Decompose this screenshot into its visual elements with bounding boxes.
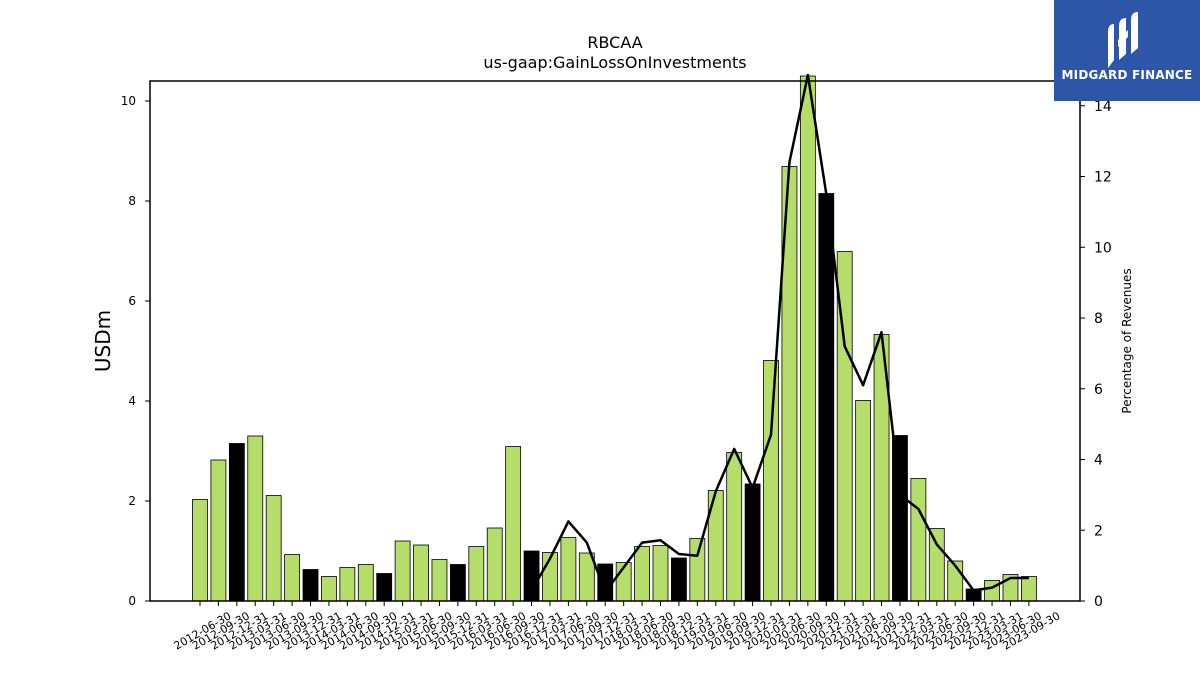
y-tick-label: 10 bbox=[121, 94, 136, 108]
bar bbox=[431, 559, 448, 602]
bar bbox=[671, 557, 687, 602]
y2-tick-label: 0 bbox=[1094, 594, 1103, 610]
bar bbox=[321, 576, 337, 602]
bar bbox=[523, 550, 540, 602]
y-tick-label: 0 bbox=[128, 594, 136, 608]
logo-mark-icon bbox=[1108, 12, 1138, 68]
bar bbox=[265, 495, 282, 602]
bar bbox=[892, 435, 908, 602]
y2-tick-label: 8 bbox=[1094, 311, 1103, 327]
bar bbox=[192, 499, 208, 602]
bar bbox=[486, 527, 503, 602]
y-tick-label: 4 bbox=[128, 394, 136, 408]
bar bbox=[394, 540, 411, 602]
bar bbox=[855, 400, 872, 602]
bar bbox=[799, 75, 816, 602]
chart-subtitle: us-gaap:GainLossOnInvestments bbox=[483, 53, 746, 72]
bar bbox=[302, 569, 319, 602]
y-axis-label: USDm bbox=[91, 310, 115, 372]
logo-text: MIDGARD FINANCE bbox=[1061, 68, 1193, 82]
y-tick-label: 8 bbox=[128, 194, 136, 208]
bar bbox=[210, 459, 227, 602]
bar bbox=[468, 546, 485, 602]
bar bbox=[560, 537, 577, 602]
percentage-line bbox=[530, 73, 1029, 594]
y2-axis-label: Percentage of Revenues bbox=[1120, 268, 1134, 413]
bar bbox=[910, 478, 927, 602]
bar bbox=[634, 546, 650, 602]
y2-ticks-group: 0 2 4 6 8 10 12 14 bbox=[1080, 99, 1112, 610]
bar bbox=[689, 538, 706, 602]
y2-tick-label: 12 bbox=[1094, 170, 1112, 186]
chart-title: RBCAA bbox=[587, 33, 642, 52]
bar bbox=[339, 567, 356, 602]
y2-tick-label: 6 bbox=[1094, 382, 1103, 398]
axes-group bbox=[149, 80, 1081, 602]
y-tick-label: 6 bbox=[128, 294, 136, 308]
y-tick-label: 2 bbox=[128, 494, 136, 508]
plot-frame bbox=[149, 80, 1081, 602]
bar bbox=[228, 443, 245, 602]
y2-tick-label: 14 bbox=[1094, 99, 1112, 115]
bar bbox=[1021, 576, 1037, 602]
bars-group bbox=[192, 75, 1037, 602]
line-group bbox=[530, 73, 1029, 594]
bar bbox=[928, 528, 945, 602]
bar bbox=[357, 564, 374, 602]
bar bbox=[597, 563, 614, 602]
bar bbox=[652, 545, 669, 602]
bar bbox=[413, 544, 429, 602]
bar bbox=[726, 452, 743, 602]
bar bbox=[449, 564, 466, 602]
y2-tick-label: 4 bbox=[1094, 453, 1103, 469]
bar bbox=[818, 193, 835, 602]
bar bbox=[505, 446, 522, 602]
y2-tick-label: 2 bbox=[1094, 523, 1103, 539]
logo: MIDGARD FINANCE bbox=[1054, 0, 1200, 101]
bar bbox=[284, 554, 301, 602]
bar bbox=[247, 435, 264, 602]
y2-tick-label: 10 bbox=[1094, 240, 1112, 256]
bar bbox=[744, 483, 761, 602]
x-ticks-group: 2012-06-302012-09-302012-12-312013-03-31… bbox=[172, 601, 1062, 653]
bar bbox=[763, 360, 779, 602]
bar bbox=[376, 573, 393, 602]
y-ticks-group: 0 2 4 6 8 10 bbox=[121, 94, 150, 608]
